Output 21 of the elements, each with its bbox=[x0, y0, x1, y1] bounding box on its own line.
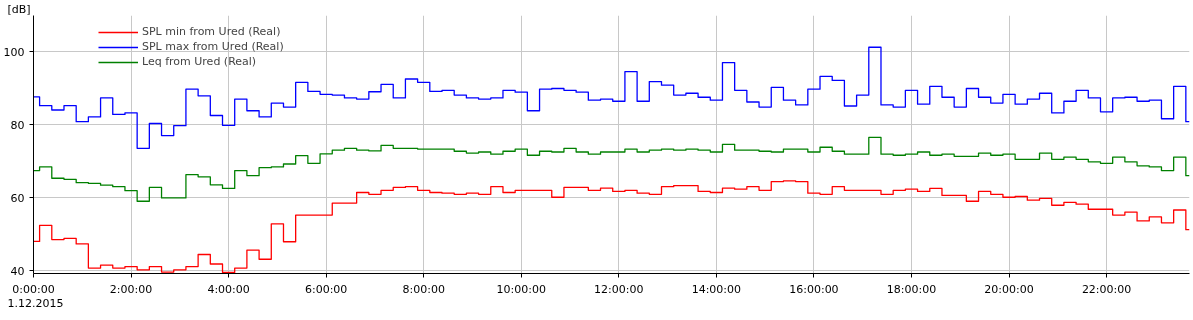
legend-label: SPL max from Ured (Real) bbox=[142, 40, 284, 53]
x-tick-label: 20:00:00 bbox=[984, 282, 1034, 296]
text: 1.12.2015 bbox=[7, 296, 64, 310]
legend-label: SPL min from Ured (Real) bbox=[142, 25, 281, 38]
x-tick-label: 4:00:00 bbox=[207, 282, 250, 296]
x-tick-label: 0:00:00 bbox=[12, 282, 55, 296]
y-tick-label: 60 bbox=[10, 191, 25, 205]
y-tick-label: 40 bbox=[10, 264, 25, 278]
y-tick-label: 100 bbox=[3, 45, 25, 59]
x-tick-label: 6:00:00 bbox=[304, 282, 348, 296]
y-tick-label: 80 bbox=[10, 118, 25, 132]
x-tick-label: 12:00:00 bbox=[594, 282, 644, 296]
x-tick-label: 8:00:00 bbox=[402, 282, 445, 296]
x-tick-label: 18:00:00 bbox=[886, 282, 937, 296]
x-tick-label: 22:00:00 bbox=[1081, 282, 1132, 296]
x-tick-label: 16:00:00 bbox=[789, 282, 839, 296]
x-tick-label: 2:00:00 bbox=[109, 282, 153, 296]
x-tick-label: 10:00:00 bbox=[496, 282, 546, 296]
x-tick-label: 14:00:00 bbox=[691, 282, 742, 296]
legend-label: Leq from Ured (Real) bbox=[142, 55, 257, 68]
y-axis-title: [dB] bbox=[7, 2, 31, 16]
